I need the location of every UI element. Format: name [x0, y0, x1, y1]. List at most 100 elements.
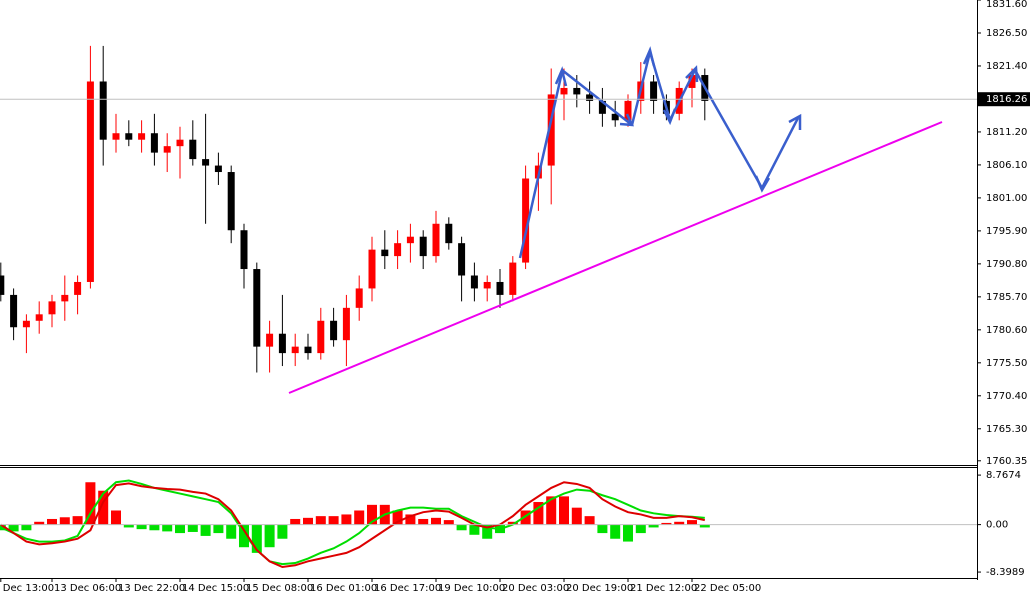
histogram-bar [648, 524, 659, 528]
histogram-bar [367, 504, 377, 525]
candle-body [48, 301, 56, 315]
candle-body [598, 100, 606, 114]
histogram-bar [59, 517, 70, 525]
macd-line [0, 479, 705, 566]
y-tick-label: 1765.30 [986, 424, 1027, 435]
y-tick-label: 1821.40 [986, 61, 1027, 72]
histogram-bar [187, 524, 198, 532]
histogram-bar [239, 524, 249, 548]
arrow-head [754, 175, 771, 193]
arrow [630, 51, 652, 126]
candle-body [458, 243, 466, 276]
x-tick-label: 21 Dec 12:00 [630, 583, 697, 594]
candle-body [125, 133, 133, 140]
candle-body [61, 294, 69, 302]
candle-body [547, 94, 555, 166]
histogram-bar [251, 524, 262, 553]
x-tick-label: 20 Dec 19:00 [566, 583, 633, 594]
x-tick-label: 19 Dec 10:00 [438, 583, 505, 594]
candle-body [304, 346, 312, 354]
histogram-bar [162, 524, 173, 532]
histogram-bar [661, 522, 672, 525]
histogram-bar [687, 520, 697, 525]
pattern-arrows [518, 46, 802, 259]
histogram-bar [47, 518, 57, 525]
y-tick-label: 1795.90 [986, 226, 1027, 237]
histogram-bar [264, 524, 275, 548]
candle-body [432, 223, 440, 257]
current-price-box [978, 92, 1030, 107]
histogram-bar [482, 524, 493, 539]
candle-body [138, 133, 146, 140]
candle-body [624, 100, 632, 121]
histogram-bar [456, 524, 467, 531]
histogram-bar [699, 524, 710, 528]
arrow [668, 69, 697, 121]
histogram-bar [431, 517, 441, 525]
histogram-bar [226, 524, 237, 539]
arrow [648, 51, 672, 121]
y-tick-label: 1806.10 [986, 160, 1027, 171]
histogram-bar [277, 524, 288, 539]
histogram-bar [533, 502, 544, 525]
candle-body [586, 94, 594, 101]
candle-body [522, 178, 530, 263]
histogram-bar [341, 514, 352, 525]
arrow-head [685, 65, 699, 83]
plot [0, 45, 710, 569]
histogram-bar [584, 516, 595, 525]
histogram-bar [405, 514, 416, 525]
histogram-bar [85, 482, 96, 525]
y-tick-label: 8.7674 [986, 470, 1021, 481]
candle-body [227, 172, 235, 231]
histogram-bar [21, 524, 32, 531]
y-tick-label: 1760.35 [986, 456, 1027, 467]
candle-body [112, 133, 120, 140]
x-tick-label: 13 Dec 06:00 [54, 583, 121, 594]
y-tick-label: 1770.40 [986, 391, 1027, 402]
candle-body [470, 275, 478, 289]
candle-body [650, 81, 658, 101]
arrow [518, 71, 564, 259]
candle-body [509, 262, 517, 295]
arrow-head [788, 113, 802, 130]
candle-body [202, 159, 210, 166]
histogram-bar [559, 496, 569, 525]
candle-body [189, 139, 197, 160]
candle-body [176, 139, 184, 147]
candle-body [99, 81, 107, 140]
candle-body [278, 333, 286, 354]
y-tick-label: 0.00 [986, 520, 1008, 531]
candle-body [560, 87, 568, 95]
x-tick-label: 15 Dec 08:00 [246, 583, 313, 594]
histogram-bar [175, 524, 185, 534]
histogram-bar [8, 524, 19, 532]
candle-body [483, 281, 491, 289]
histogram-bar [354, 510, 365, 525]
candle-body [573, 87, 581, 95]
histogram-bar [520, 510, 531, 525]
macd-line [0, 481, 706, 569]
y-tick-label: 1801.00 [986, 193, 1027, 204]
candle-body [330, 320, 338, 341]
candle-body [611, 113, 619, 121]
candle-body [688, 75, 696, 88]
candle-body [291, 346, 299, 354]
histogram-bar [34, 521, 45, 525]
candle-body [266, 333, 274, 347]
histogram-bar [571, 507, 582, 525]
candle-body [214, 165, 222, 173]
candle-body [445, 223, 453, 244]
x-tick-label: Dec 13:00 [3, 583, 54, 594]
trend-line [288, 121, 943, 394]
y-tick-label: -8.3989 [986, 567, 1025, 578]
candle-body [86, 81, 94, 282]
histogram-bar [72, 516, 83, 525]
histogram-bar [610, 524, 621, 539]
y-tick-label: 1790.80 [986, 259, 1027, 270]
candle-body [253, 269, 261, 347]
candle-body [22, 320, 30, 328]
candle-body [240, 230, 248, 270]
x-tick-label: 16 Dec 17:00 [374, 583, 441, 594]
